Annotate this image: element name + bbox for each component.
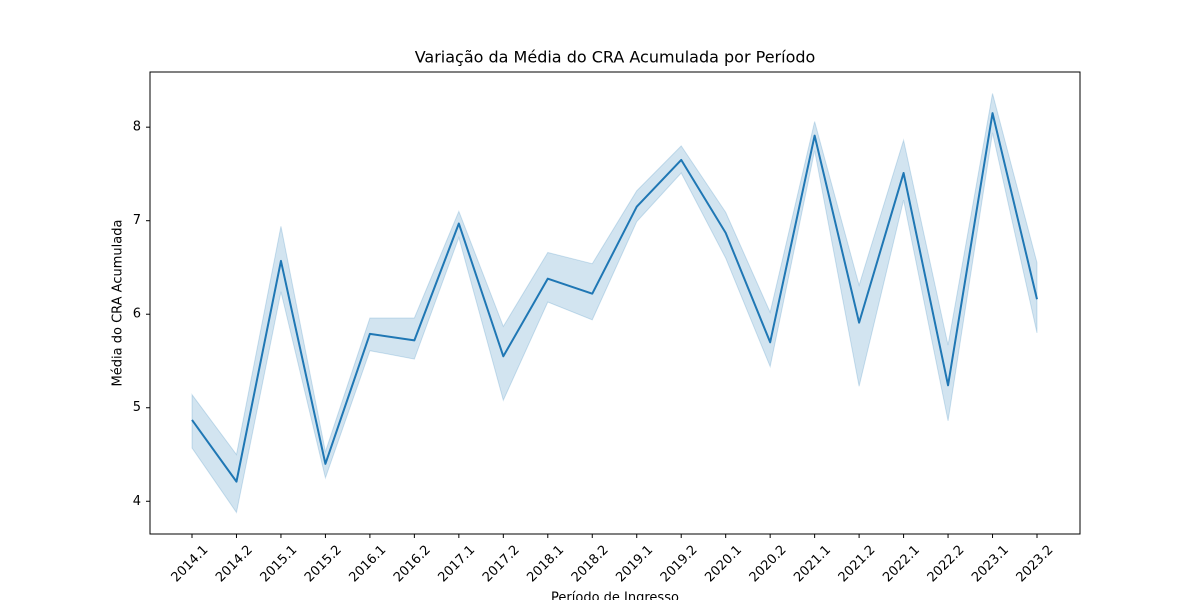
x-tick-label: 2022.2 (925, 543, 968, 586)
x-tick-label: 2020.2 (747, 543, 790, 586)
y-tick-label: 4 (133, 494, 141, 509)
x-tick-label: 2021.2 (836, 543, 879, 586)
y-tick-label: 7 (133, 213, 141, 228)
x-tick-label: 2015.2 (302, 543, 345, 586)
y-axis-label: Média do CRA Acumulada (111, 220, 126, 387)
x-tick-label: 2019.1 (613, 543, 656, 586)
x-tick-label: 2022.1 (880, 543, 923, 586)
x-tick-label: 2017.2 (480, 543, 523, 586)
x-tick-label: 2023.2 (1014, 543, 1057, 586)
x-axis-label: Período de Ingresso (551, 591, 679, 600)
y-tick-label: 5 (133, 400, 141, 415)
plot-frame (149, 71, 1081, 535)
x-tick-label: 2019.2 (658, 543, 701, 586)
x-tick-label: 2016.1 (347, 543, 390, 586)
y-tick-label: 6 (133, 307, 141, 322)
x-tick-label: 2015.1 (258, 543, 301, 586)
x-tick-label: 2017.1 (435, 543, 478, 586)
x-tick-label: 2018.1 (524, 543, 567, 586)
x-tick-label: 2020.1 (702, 543, 745, 586)
y-tick-label: 8 (133, 120, 141, 135)
x-tick-label: 2014.1 (169, 543, 212, 586)
x-tick-label: 2023.1 (969, 543, 1012, 586)
chart-title: Variação da Média do CRA Acumulada por P… (415, 48, 816, 67)
x-tick-label: 2016.2 (391, 543, 434, 586)
x-tick-label: 2014.2 (213, 543, 256, 586)
x-tick-label: 2018.2 (569, 543, 612, 586)
line (191, 112, 1038, 483)
confidence-band (191, 93, 1038, 514)
x-tick-label: 2021.1 (791, 543, 834, 586)
